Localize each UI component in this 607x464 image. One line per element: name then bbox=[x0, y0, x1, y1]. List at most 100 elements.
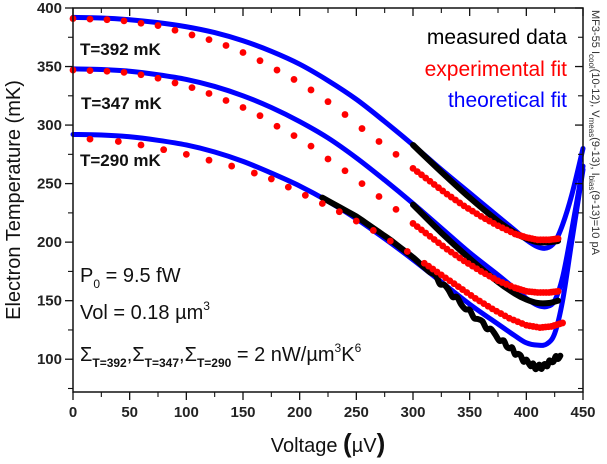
data-point bbox=[188, 31, 196, 39]
data-point bbox=[290, 132, 298, 140]
data-point bbox=[335, 208, 343, 216]
data-point bbox=[171, 79, 179, 87]
data-point bbox=[222, 97, 230, 104]
series-theoretical-fit-t-392-mk bbox=[70, 14, 586, 251]
data-point bbox=[307, 142, 315, 150]
data-point bbox=[352, 217, 360, 225]
data-point bbox=[256, 112, 264, 120]
data-point bbox=[239, 49, 247, 56]
y-tick-label: 200 bbox=[37, 234, 62, 251]
data-point bbox=[171, 26, 179, 34]
legend-experimental: experimental fit bbox=[425, 58, 568, 81]
annotation-sigma: ΣT=392,ΣT=347,ΣT=290 = 2 nW/µm3K6 bbox=[80, 341, 362, 370]
data-point bbox=[188, 84, 196, 92]
data-point bbox=[120, 68, 128, 76]
data-point bbox=[239, 104, 247, 111]
x-tick-label: 450 bbox=[570, 404, 595, 421]
data-point bbox=[554, 287, 562, 295]
series-line bbox=[319, 194, 564, 373]
data-point bbox=[375, 138, 383, 145]
y-tick-label: 350 bbox=[37, 59, 62, 76]
data-point bbox=[403, 248, 411, 255]
data-point bbox=[86, 135, 94, 143]
x-tick-label: 0 bbox=[69, 404, 77, 421]
data-point bbox=[137, 19, 145, 27]
series-experimental-fit-t-290-mk bbox=[86, 135, 566, 332]
data-point bbox=[222, 42, 230, 49]
data-point bbox=[267, 175, 275, 183]
x-axis-title: Voltage (µV) bbox=[271, 428, 386, 458]
data-point bbox=[559, 319, 566, 327]
legend-measured: measured data bbox=[427, 26, 567, 49]
x-tick-label: 400 bbox=[514, 404, 539, 421]
side-note: MF3-55 Icool(10-12), Vmeas(9-13), Ibias(… bbox=[587, 10, 601, 256]
data-point bbox=[375, 193, 383, 200]
data-point bbox=[554, 235, 562, 243]
annotation-p0: P0 = 9.5 fW bbox=[80, 265, 181, 291]
series-line bbox=[70, 66, 586, 310]
data-point bbox=[256, 57, 264, 65]
series-measured-data-t-347-mk bbox=[410, 201, 562, 307]
series-experimental-fit-t-347-mk bbox=[69, 66, 562, 296]
y-tick-label: 400 bbox=[37, 0, 62, 17]
curve-label-392: T=392 mK bbox=[80, 40, 162, 59]
data-point bbox=[392, 150, 400, 158]
annotation-volume: Vol = 0.18 µm3 bbox=[80, 299, 210, 324]
series-layer bbox=[69, 14, 586, 373]
data-point bbox=[205, 36, 213, 44]
x-tick-label: 150 bbox=[230, 404, 255, 421]
data-point bbox=[205, 156, 213, 164]
data-point bbox=[120, 17, 128, 25]
series-experimental-fit-t-392-mk bbox=[69, 15, 562, 244]
data-point bbox=[103, 67, 111, 75]
x-tick-label: 350 bbox=[457, 404, 482, 421]
data-point bbox=[273, 66, 281, 74]
data-point bbox=[228, 162, 236, 170]
x-tick-label: 50 bbox=[121, 404, 138, 421]
legend: measured data experimental fit theoretic… bbox=[425, 26, 568, 112]
legend-theoretical: theoretical fit bbox=[448, 89, 567, 112]
y-tick-label: 100 bbox=[37, 351, 62, 368]
data-point bbox=[341, 111, 349, 118]
data-point bbox=[301, 191, 309, 199]
data-point bbox=[358, 180, 366, 188]
y-axis-title: Electron Temperature (mK) bbox=[3, 80, 25, 320]
series-theoretical-fit-t-347-mk bbox=[70, 66, 586, 310]
data-point bbox=[324, 155, 332, 163]
y-tick-label: 250 bbox=[37, 176, 62, 193]
data-point bbox=[290, 76, 298, 83]
y-tick-label: 150 bbox=[37, 293, 62, 310]
x-tick-label: 300 bbox=[400, 404, 425, 421]
data-point bbox=[369, 227, 377, 234]
data-point bbox=[103, 16, 111, 24]
data-point bbox=[318, 200, 326, 207]
data-point bbox=[114, 138, 122, 145]
series-measured-data-t-290-mk bbox=[319, 194, 564, 373]
data-point bbox=[160, 146, 168, 154]
data-point bbox=[358, 125, 366, 132]
data-point bbox=[137, 141, 145, 149]
data-point bbox=[182, 150, 190, 158]
data-point bbox=[205, 90, 213, 97]
data-point bbox=[273, 122, 281, 130]
series-line bbox=[70, 14, 586, 251]
data-point bbox=[386, 237, 394, 245]
curve-label-290: T=290 mK bbox=[80, 151, 162, 170]
y-tick-label: 300 bbox=[37, 117, 62, 134]
data-point bbox=[86, 15, 94, 23]
x-tick-label: 200 bbox=[287, 404, 312, 421]
ticks-layer: 0 50 100 150 200 250 300 350 400 450 100 150 200 250 3… bbox=[37, 0, 596, 421]
data-point bbox=[86, 67, 94, 75]
curve-label-347: T=347 mK bbox=[81, 94, 163, 113]
data-point bbox=[392, 205, 400, 213]
data-point bbox=[154, 74, 162, 82]
data-point bbox=[324, 98, 332, 106]
data-point bbox=[250, 169, 258, 177]
data-point bbox=[137, 71, 145, 79]
data-point bbox=[307, 86, 315, 94]
data-point bbox=[154, 22, 162, 29]
x-tick-label: 100 bbox=[174, 404, 199, 421]
data-point bbox=[341, 167, 349, 175]
x-tick-label: 250 bbox=[344, 404, 369, 421]
